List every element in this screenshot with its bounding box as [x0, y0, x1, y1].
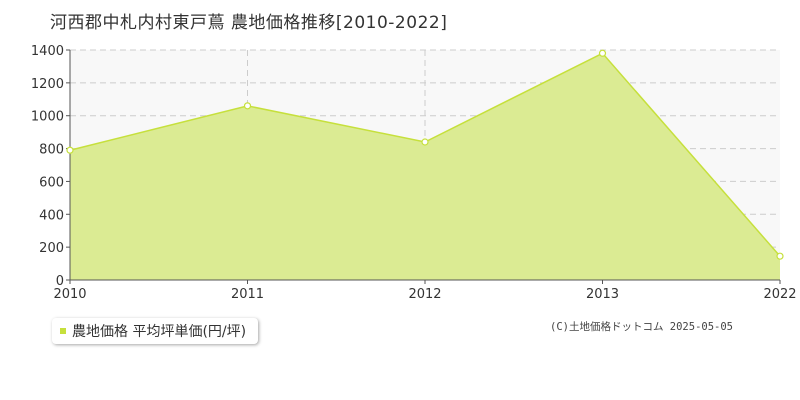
copyright-notice: (C)土地価格ドットコム 2025-05-05	[550, 321, 734, 333]
y-tick-label: 0	[56, 274, 64, 289]
x-tick-label: 2013	[586, 287, 619, 302]
data-point	[598, 49, 607, 57]
y-tick-label: 1200	[31, 77, 64, 92]
series-area	[70, 53, 780, 281]
x-tick-label: 2011	[231, 287, 264, 302]
data-point	[421, 138, 429, 146]
y-tick-label: 400	[39, 208, 64, 223]
data-point	[776, 252, 784, 260]
y-axis-ticks: 0 200 400 600 800 1000 1200 1400	[31, 44, 70, 289]
y-tick-label: 800	[39, 143, 64, 158]
y-tick-label: 200	[39, 241, 64, 256]
data-point	[66, 146, 74, 154]
legend-label: 農地価格 平均坪単価(円/坪)	[72, 324, 247, 340]
x-tick-label: 2022	[763, 287, 796, 302]
legend-swatch	[60, 328, 66, 334]
chart-title: 河西郡中札内村東戸蔦 農地価格推移[2010-2022]	[50, 13, 448, 33]
legend: 農地価格 平均坪単価(円/坪)	[52, 318, 259, 344]
y-tick-label: 600	[39, 175, 64, 190]
y-tick-label: 1400	[31, 44, 64, 59]
data-points	[66, 49, 784, 260]
data-point	[243, 102, 252, 110]
x-axis-ticks: 2010 2011 2012 2013 2022	[53, 280, 797, 302]
x-tick-label: 2010	[53, 287, 86, 302]
y-tick-label: 1000	[31, 110, 64, 125]
x-tick-label: 2012	[408, 287, 441, 302]
